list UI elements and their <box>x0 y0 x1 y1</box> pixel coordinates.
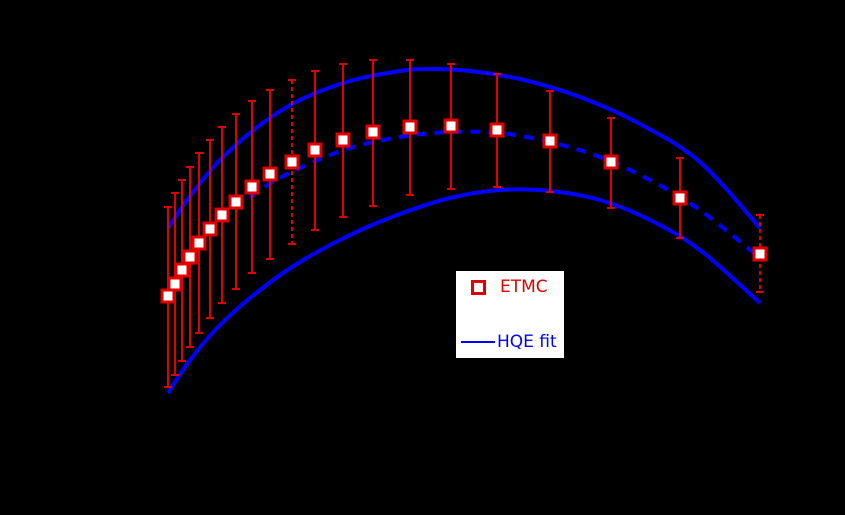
data-point-marker <box>244 179 260 195</box>
legend: ETMC HQE fit <box>456 271 564 358</box>
legend-label-hqe: HQE fit <box>497 332 557 352</box>
data-point-marker <box>174 262 190 278</box>
legend-label-etmc: ETMC <box>500 277 548 297</box>
data-point-marker <box>214 207 230 223</box>
square-marker-icon <box>471 279 486 295</box>
data-point-marker <box>489 122 505 138</box>
line-icon <box>461 341 495 343</box>
data-point-marker <box>228 194 244 210</box>
legend-item-etmc: ETMC <box>471 277 548 297</box>
data-point-marker <box>443 118 459 134</box>
data-point-marker <box>603 154 619 170</box>
data-point-marker <box>672 190 688 206</box>
data-point-marker <box>191 235 207 251</box>
fit-lower-curve <box>166 187 762 395</box>
data-point-marker <box>365 124 381 140</box>
data-point-marker <box>335 132 351 148</box>
data-point-marker <box>307 142 323 158</box>
data-point-marker <box>160 288 176 304</box>
data-point-marker <box>182 249 198 265</box>
data-point-marker <box>402 119 418 135</box>
data-point-marker <box>542 133 558 149</box>
data-point-marker <box>752 246 768 262</box>
legend-item-hqe: HQE fit <box>461 332 557 352</box>
fit-central-curve <box>166 129 762 294</box>
data-point-marker <box>167 276 183 292</box>
data-point-marker <box>202 221 218 237</box>
data-point-marker <box>284 154 300 170</box>
data-point-marker <box>262 166 278 182</box>
fit-upper-curve <box>166 66 762 230</box>
